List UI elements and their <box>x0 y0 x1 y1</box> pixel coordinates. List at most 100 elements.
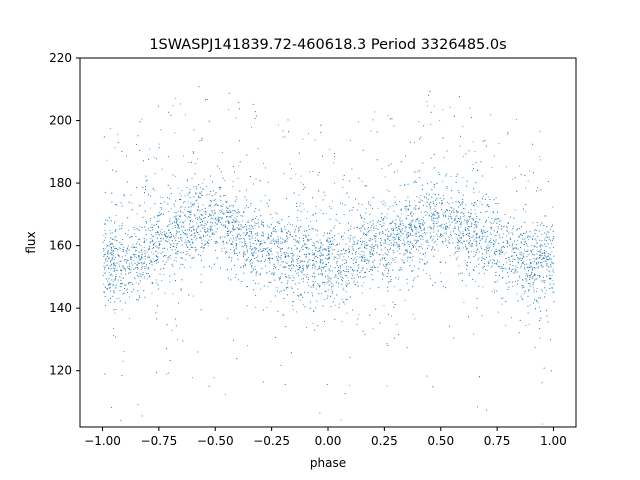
data-point <box>244 234 246 236</box>
data-point <box>230 205 232 207</box>
data-point <box>286 294 288 296</box>
data-point <box>401 258 403 260</box>
data-point <box>300 220 302 221</box>
data-point <box>143 246 145 248</box>
data-point <box>151 251 153 253</box>
data-point <box>430 157 432 159</box>
data-point <box>156 305 158 307</box>
data-point <box>425 211 427 212</box>
data-point <box>224 180 226 181</box>
data-point <box>109 230 111 231</box>
data-point <box>110 246 112 248</box>
data-point <box>411 215 413 217</box>
data-point <box>384 252 386 254</box>
data-point <box>191 239 193 241</box>
data-point <box>549 277 551 279</box>
data-point <box>394 196 396 198</box>
data-point <box>328 280 330 281</box>
data-point <box>369 256 371 258</box>
data-point <box>489 232 491 234</box>
data-point <box>123 260 125 262</box>
data-point <box>491 227 493 229</box>
data-point <box>125 259 127 261</box>
data-point <box>371 268 373 270</box>
data-point <box>306 230 308 232</box>
data-point <box>178 215 180 217</box>
data-point <box>524 264 526 266</box>
data-point <box>200 214 202 216</box>
data-point <box>343 214 345 215</box>
data-point <box>186 187 188 189</box>
data-point <box>478 257 480 259</box>
data-point <box>541 262 543 264</box>
data-point <box>247 220 249 222</box>
data-point <box>114 279 115 281</box>
data-point <box>277 262 279 264</box>
data-point <box>189 217 191 218</box>
data-point <box>258 260 260 262</box>
data-point <box>173 222 175 224</box>
data-point <box>127 234 129 236</box>
data-point <box>328 250 330 251</box>
data-point <box>506 262 508 264</box>
data-point <box>472 333 474 335</box>
data-point <box>232 224 234 226</box>
data-point <box>196 222 198 224</box>
data-point <box>150 195 152 197</box>
data-point <box>138 229 140 231</box>
data-point <box>526 281 527 283</box>
data-point <box>428 245 430 247</box>
data-point <box>206 231 208 233</box>
data-point <box>211 267 212 269</box>
data-point <box>495 254 497 256</box>
data-point <box>134 278 136 280</box>
data-point <box>289 163 291 165</box>
data-point <box>406 249 408 250</box>
data-point <box>533 282 535 283</box>
data-point <box>421 224 423 226</box>
data-point <box>224 393 226 395</box>
data-point <box>273 272 275 274</box>
data-point <box>268 234 269 236</box>
data-point <box>187 210 189 212</box>
data-point <box>249 235 251 237</box>
data-point <box>338 250 340 252</box>
data-point <box>487 235 489 237</box>
data-point <box>254 221 256 223</box>
data-point <box>227 230 229 232</box>
data-point <box>121 222 123 224</box>
data-point <box>132 264 134 266</box>
data-point <box>109 128 111 129</box>
data-point <box>203 244 205 246</box>
data-point <box>409 205 411 207</box>
data-point <box>324 291 326 293</box>
data-point <box>488 216 490 218</box>
data-point <box>491 218 493 219</box>
data-point <box>529 235 531 237</box>
data-point <box>534 246 536 248</box>
data-point <box>392 244 394 246</box>
data-point <box>232 229 234 231</box>
data-point <box>287 248 289 250</box>
data-point <box>512 272 514 274</box>
data-point <box>240 223 242 225</box>
data-point <box>421 243 423 245</box>
data-point <box>250 244 252 246</box>
data-point <box>154 172 156 174</box>
data-point <box>479 251 481 253</box>
data-point <box>345 193 347 195</box>
data-point <box>378 287 380 289</box>
data-point <box>346 276 348 278</box>
data-point <box>418 121 420 123</box>
data-point <box>433 236 435 237</box>
data-point <box>408 202 410 204</box>
data-point <box>539 130 541 132</box>
data-point <box>411 248 412 250</box>
data-point <box>329 281 331 283</box>
data-point <box>327 289 329 291</box>
data-point <box>243 272 245 274</box>
data-point <box>327 295 329 297</box>
data-point <box>394 225 396 227</box>
data-point <box>464 244 466 246</box>
data-point <box>391 315 392 317</box>
